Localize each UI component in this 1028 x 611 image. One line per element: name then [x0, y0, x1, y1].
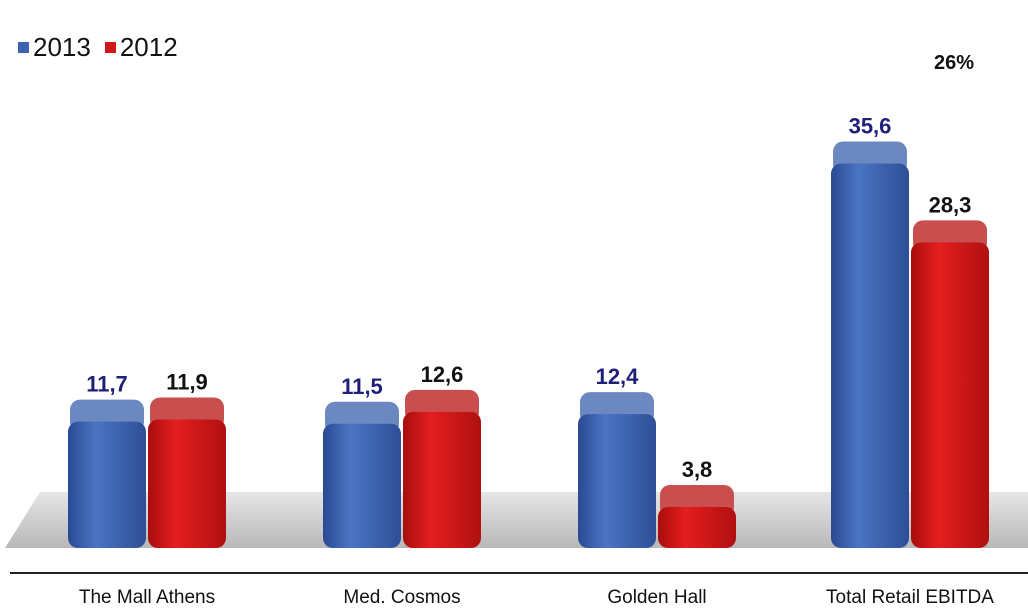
legend-item-2013: 2013	[18, 32, 91, 63]
bars-layer	[68, 141, 989, 549]
bar-2013-1	[323, 423, 401, 548]
data-label-2013-3: 35,6	[849, 114, 892, 139]
legend-label-2013: 2013	[33, 32, 91, 62]
legend-swatch-red	[104, 42, 116, 53]
category-label-0: The Mall Athens	[79, 587, 215, 608]
chart-legend: 2013 2012	[18, 32, 178, 63]
labels-layer: 11,7 11,9 The Mall Athens 11,5 12,6 Med. Cosm…	[79, 114, 994, 608]
data-label-2012-0: 11,9	[166, 369, 208, 394]
chart-floor	[5, 492, 1028, 548]
legend-label-2012: 2012	[119, 32, 178, 62]
bar-2012-0	[148, 419, 226, 548]
data-label-2013-1: 11,5	[341, 374, 383, 399]
data-label-2012-2: 3,8	[682, 457, 713, 482]
data-label-2012-1: 12,6	[421, 362, 464, 387]
legend-swatch-blue	[18, 42, 29, 53]
bar-2012-2	[658, 506, 736, 548]
bar-2013-0	[68, 421, 146, 548]
data-label-2013-2: 12,4	[596, 364, 640, 389]
growth-annotation: 26%	[934, 52, 975, 74]
category-label-3: Total Retail EBITDA	[826, 587, 994, 608]
bar-2012-1	[403, 411, 481, 548]
data-label-2012-3: 28,3	[929, 192, 972, 217]
category-label-2: Golden Hall	[607, 587, 706, 608]
bar-2012-3	[911, 242, 989, 549]
data-label-2013-0: 11,7	[86, 372, 128, 397]
bar-2013-3	[831, 163, 909, 548]
category-label-1: Med. Cosmos	[343, 587, 460, 608]
bar-2013-2	[578, 414, 656, 548]
legend-item-2012: 2012	[104, 32, 178, 63]
